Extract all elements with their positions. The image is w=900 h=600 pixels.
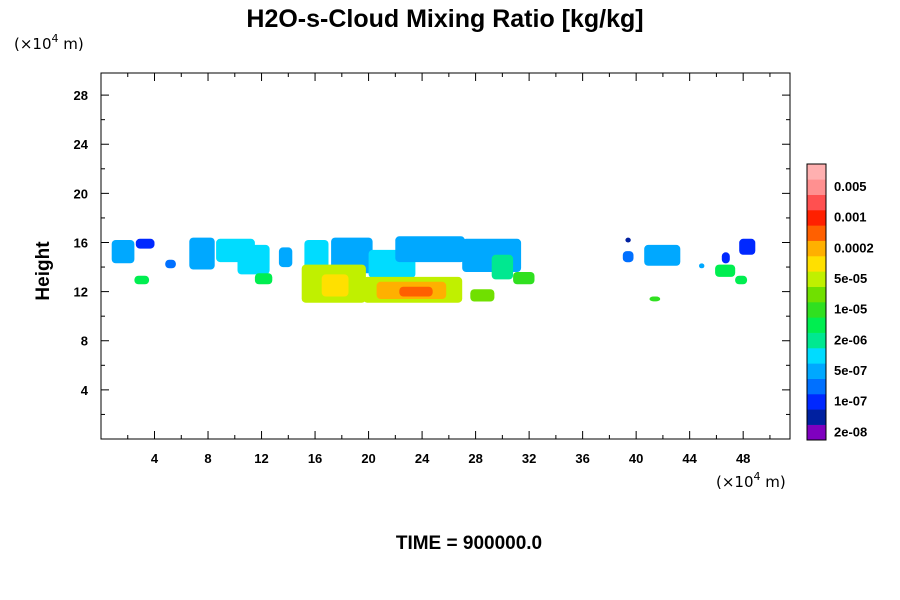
- y-unit-label: (×104 m): [14, 32, 84, 53]
- x-tick-label: 44: [682, 451, 697, 466]
- cloud-feature-28: [735, 275, 748, 285]
- cloud-feature-17: [399, 286, 433, 297]
- colorbar-swatch: [807, 271, 826, 287]
- colorbar-swatch: [807, 424, 826, 441]
- y-tick-label: 4: [81, 383, 89, 398]
- y-axis-label: Height: [33, 241, 54, 301]
- colorbar-label: 0.0002: [834, 240, 874, 255]
- colorbar-swatch: [807, 332, 826, 349]
- colorbar-swatch: [807, 194, 826, 211]
- colorbar-swatch: [807, 409, 826, 425]
- x-tick-label: 36: [575, 451, 589, 466]
- cloud-feature-4: [189, 237, 215, 270]
- cloud-feature-27: [715, 264, 736, 277]
- cloud-feature-23: [625, 237, 631, 243]
- colorbar-swatch: [807, 179, 826, 195]
- cloud-feature-3: [165, 259, 176, 269]
- x-tick-label: 4: [151, 451, 159, 466]
- colorbar-label: 2e-08: [834, 424, 867, 439]
- x-axis-ticks: 4 8 12 16 20 24 28 32 36 40 44 48: [127, 73, 771, 466]
- colorbar-label: 0.005: [834, 179, 867, 194]
- x-tick-label: 32: [522, 451, 536, 466]
- x-tick-label: 16: [308, 451, 322, 466]
- x-tick-label: 40: [629, 451, 643, 466]
- time-label: TIME = 900000.0: [396, 533, 542, 554]
- colorbar-swatch: [807, 302, 826, 318]
- colorbar-swatch: [807, 164, 826, 180]
- colorbar-swatch: [807, 348, 826, 364]
- x-tick-label: 20: [361, 451, 375, 466]
- colorbar-label: 1e-05: [834, 302, 867, 317]
- chart-title: H2O-s-Cloud Mixing Ratio [kg/kg]: [246, 5, 643, 33]
- cloud-feature-12: [321, 274, 349, 297]
- colorbar-swatch: [807, 378, 826, 395]
- plot-features: [111, 236, 756, 303]
- x-tick-label: 12: [254, 451, 268, 466]
- x-unit-label: (×104 m): [716, 470, 786, 491]
- colorbar-swatch: [807, 210, 826, 226]
- y-tick-label: 8: [81, 334, 88, 349]
- colorbar-swatch: [807, 363, 826, 379]
- y-tick-label: 12: [74, 285, 88, 300]
- colorbar: 2e-08 1e-07 5e-07 2e-06 1e-05 5e-05 0.0002 0.00…: [806, 163, 874, 441]
- cloud-feature-19: [491, 254, 514, 280]
- cloud-feature-1: [135, 238, 155, 249]
- cloud-feature-0: [111, 240, 135, 264]
- x-tick-label: 24: [415, 451, 430, 466]
- cloud-feature-14: [395, 236, 465, 263]
- cloud-feature-29: [721, 252, 730, 264]
- cloud-feature-20: [513, 272, 535, 285]
- y-tick-label: 28: [74, 88, 88, 103]
- y-axis-ticks: 4 8 12 16 20 24 28: [74, 88, 790, 415]
- colorbar-swatch: [807, 317, 826, 333]
- colorbar-label: 5e-07: [834, 363, 867, 378]
- cloud-feature-8: [278, 247, 293, 268]
- colorbar-label: 2e-06: [834, 332, 867, 347]
- colorbar-frame: [806, 163, 827, 441]
- colorbar-swatch: [807, 394, 826, 410]
- colorbar-label: 5e-05: [834, 271, 867, 286]
- colorbar-swatch: [807, 225, 826, 241]
- y-tick-label: 20: [74, 186, 88, 201]
- y-tick-label: 16: [74, 235, 88, 250]
- cloud-feature-30: [739, 238, 756, 255]
- cloud-feature-25: [649, 296, 661, 302]
- x-tick-label: 8: [204, 451, 211, 466]
- colorbar-swatch: [807, 286, 826, 303]
- cloud-feature-24: [644, 244, 681, 266]
- cloud-feature-26: [699, 263, 705, 269]
- cloud-feature-2: [134, 275, 150, 285]
- cloud-feature-6: [237, 244, 270, 275]
- cloud-feature-21: [470, 289, 495, 302]
- x-tick-label: 28: [468, 451, 482, 466]
- plot-frame: [100, 72, 791, 440]
- colorbar-label: 0.001: [834, 210, 867, 225]
- colorbar-swatch: [807, 256, 826, 272]
- cloud-feature-22: [622, 251, 634, 263]
- cloud-feature-7: [254, 273, 273, 285]
- x-tick-label: 48: [736, 451, 750, 466]
- colorbar-label: 1e-07: [834, 394, 867, 409]
- cloud-feature-10: [331, 237, 373, 274]
- colorbar-swatch: [807, 240, 826, 257]
- y-tick-label: 24: [74, 137, 89, 152]
